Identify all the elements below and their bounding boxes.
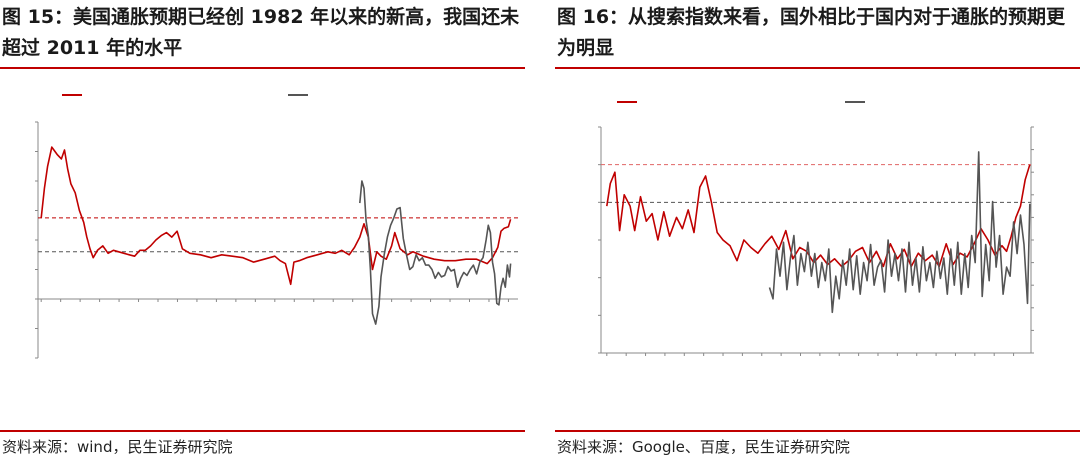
series-line-2 [359,180,512,325]
series-line-1 [606,164,1031,268]
source-note: 资料来源：Google、百度，民生证券研究院 [557,438,850,456]
title-divider [555,67,1080,69]
series-line-2 [768,151,1031,314]
series-line-1 [40,146,512,286]
source-note: 资料来源：wind，民生证券研究院 [2,438,233,456]
line-chart-search-index [598,101,1034,356]
figure-title: 图 16：从搜索指数来看，国外相比于国内对于通胀的预期更为明显 [557,6,1066,59]
title-divider [0,67,525,69]
figure-16: 图 16：从搜索指数来看，国外相比于国内对于通胀的预期更为明显 资料来源：Goo… [555,0,1080,461]
source-divider [0,430,525,432]
line-chart-inflation-expectation [35,94,518,359]
figure-15: 图 15：美国通胀预期已经创 1982 年以来的新高，我国还未超过 2011 年… [0,0,525,461]
figure-title: 图 15：美国通胀预期已经创 1982 年以来的新高，我国还未超过 2011 年… [2,6,520,59]
source-divider [555,430,1080,432]
